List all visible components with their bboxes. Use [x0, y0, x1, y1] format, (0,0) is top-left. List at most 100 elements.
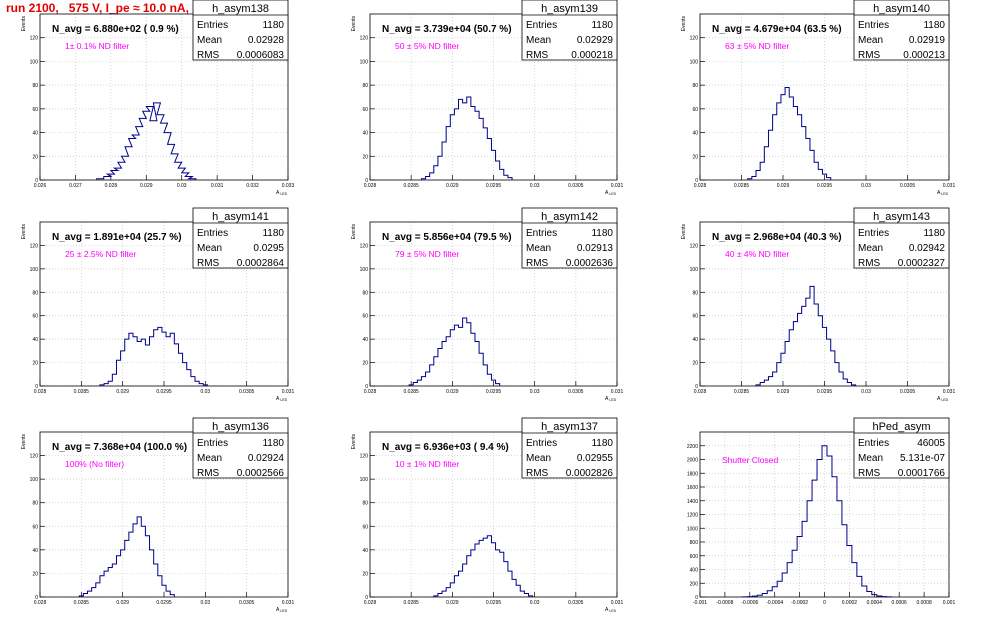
- y-tick-label: 0: [365, 595, 368, 601]
- histogram-panel: 0 20 40 60 80 100 120 0.028 0.0285 0.029 0.0295 0.0…: [351, 417, 623, 613]
- x-tick-label: 0.03: [861, 389, 871, 395]
- stat-value: 0.0002864: [237, 258, 285, 269]
- stat-value: 0.02929: [577, 35, 614, 46]
- stat-label: Entries: [858, 20, 889, 31]
- y-tick-label: 60: [362, 314, 368, 320]
- y-axis-title: Events: [21, 434, 27, 450]
- stats-box: [521, 0, 618, 61]
- n-avg-label: N_avg = 2.968e+04 (40.3 %): [712, 232, 842, 243]
- y-tick-label: 20: [362, 571, 368, 577]
- x-tick-label: -0.0008: [716, 600, 733, 606]
- stat-value: 0.02924: [248, 453, 285, 464]
- y-tick-label: 40: [362, 337, 368, 343]
- n-avg-label: N_avg = 1.891e+04 (25.7 %): [52, 232, 182, 243]
- stat-value: 0.02919: [909, 35, 946, 46]
- x-tick-label: 0.0305: [568, 389, 584, 395]
- x-tick-label: 0.029: [116, 600, 129, 606]
- x-axis-title: A LED: [605, 190, 617, 196]
- x-tick-label: 0.026: [34, 183, 47, 189]
- stats-box: [853, 417, 950, 479]
- stat-value: 0.0002327: [898, 258, 946, 269]
- x-tick-label: 0.0285: [404, 389, 420, 395]
- stats-box: [521, 417, 618, 479]
- histogram-series: [747, 87, 832, 180]
- histogram-series: [420, 96, 513, 180]
- stat-label: Entries: [197, 438, 228, 449]
- histogram-name: hPed_asym: [872, 421, 930, 433]
- x-tick-label: 0.001: [943, 600, 956, 606]
- filter-label: 10 ± 1% ND filter: [395, 459, 459, 469]
- y-tick-label: 200: [690, 581, 699, 587]
- y-tick-label: 80: [32, 83, 38, 89]
- x-tick-label: 0.0305: [900, 389, 916, 395]
- histogram-series: [99, 326, 208, 386]
- y-tick-label: 0: [695, 384, 698, 390]
- y-tick-label: 40: [362, 548, 368, 554]
- histogram-series: [96, 102, 197, 180]
- stat-value: 0.0002636: [566, 258, 614, 269]
- y-tick-label: 100: [30, 477, 39, 483]
- x-tick-label: 0.028: [34, 600, 47, 606]
- x-tick-label: 0.0295: [817, 183, 833, 189]
- y-tick-label: 100: [690, 59, 699, 65]
- x-tick-label: 0.0295: [817, 389, 833, 395]
- y-tick-label: 20: [32, 361, 38, 367]
- x-tick-label: 0.0295: [156, 600, 172, 606]
- histogram-panel: 0 20 40 60 80 100 120 0.028 0.0285 0.029 0.0295 0.0…: [21, 417, 294, 613]
- stat-label: Entries: [197, 228, 228, 239]
- y-tick-label: 2200: [687, 444, 698, 450]
- stat-value: 46005: [917, 438, 945, 449]
- x-tick-label: 0: [823, 600, 826, 606]
- stat-label: RMS: [858, 258, 881, 269]
- x-tick-label: 0.0285: [734, 389, 750, 395]
- y-tick-label: 40: [692, 131, 698, 137]
- stat-value: 0.0006083: [237, 50, 285, 61]
- n-avg-label: N_avg = 6.880e+02 ( 0.9 %): [52, 24, 179, 35]
- n-avg-label: N_avg = 6.936e+03 ( 9.4 %): [382, 442, 509, 453]
- filter-label: 100% (No filter): [65, 459, 124, 469]
- x-axis-title: A LED: [276, 396, 288, 402]
- x-tick-label: 0.033: [282, 183, 295, 189]
- y-tick-label: 0: [365, 384, 368, 390]
- histogram-name: h_asym141: [212, 211, 269, 223]
- x-tick-label: 0.0285: [74, 600, 90, 606]
- y-tick-label: 120: [30, 36, 39, 42]
- y-tick-label: 0: [365, 178, 368, 184]
- x-tick-label: 0.0305: [568, 600, 584, 606]
- stat-value: 0.02942: [909, 243, 946, 254]
- y-axis-title: Events: [351, 434, 357, 450]
- stat-label: RMS: [526, 468, 549, 479]
- x-tick-label: 0.0305: [239, 389, 255, 395]
- filter-label: 1± 0.1% ND filter: [65, 41, 129, 51]
- x-tick-label: 0.0305: [900, 183, 916, 189]
- x-tick-label: 0.0305: [239, 600, 255, 606]
- stat-value: 1180: [262, 228, 284, 239]
- stat-value: 1180: [262, 438, 284, 449]
- stat-label: Mean: [526, 243, 551, 254]
- x-tick-label: 0.03: [530, 389, 540, 395]
- stats-box: [192, 0, 289, 61]
- histogram-name: h_asym139: [541, 3, 598, 15]
- x-tick-label: 0.031: [943, 389, 956, 395]
- x-tick-label: 0.03: [530, 600, 540, 606]
- stats-box: [192, 417, 289, 479]
- y-axis-title: Events: [21, 224, 27, 240]
- y-tick-label: 0: [35, 384, 38, 390]
- y-tick-label: 120: [360, 36, 369, 42]
- filter-label: 40 ± 4% ND filter: [725, 249, 789, 259]
- y-tick-label: 0: [695, 178, 698, 184]
- histogram-panel: 0 20 40 60 80 100 120 0.028 0.0285 0.029 0.0295 0.0…: [681, 207, 956, 402]
- x-axis-title: A LED: [605, 396, 617, 402]
- stat-label: Mean: [197, 35, 222, 46]
- stat-value: 0.0002826: [566, 468, 614, 479]
- histogram-panel: 0 20 40 60 80 100 120 0.028 0.0285 0.029 0.0295 0.0…: [351, 207, 623, 402]
- histogram-series: [433, 535, 534, 597]
- stat-label: RMS: [858, 50, 881, 61]
- stat-value: 1180: [591, 438, 613, 449]
- stat-value: 0.000218: [571, 50, 613, 61]
- histogram-name: h_asym137: [541, 421, 598, 433]
- x-tick-label: 0.03: [177, 183, 187, 189]
- x-tick-label: 0.0285: [74, 389, 90, 395]
- y-tick-label: 60: [692, 107, 698, 113]
- stat-label: Mean: [858, 453, 883, 464]
